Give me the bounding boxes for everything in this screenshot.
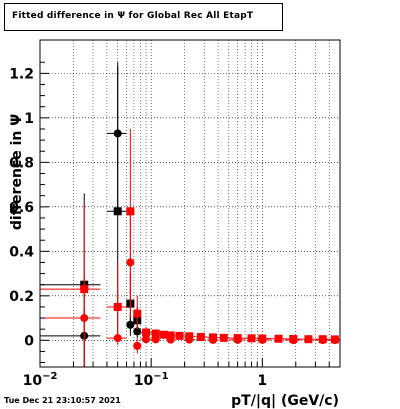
series-1: [40, 62, 142, 367]
data-point-square: [113, 207, 122, 216]
data-point-square: [159, 330, 168, 339]
data-point-circle: [233, 335, 242, 344]
data-point-square: [196, 332, 205, 341]
data-point-circle: [142, 335, 151, 344]
data-point-circle: [208, 335, 217, 344]
x-tick-label: 1: [257, 373, 267, 389]
series-3: [40, 206, 340, 367]
x-axis-label: pT/|q| (GeV/c): [231, 393, 339, 409]
y-tick-label: 0.4: [9, 244, 34, 260]
data-point-square: [219, 333, 228, 342]
data-point-circle: [80, 314, 89, 323]
y-axis-label: difference in Ψ: [9, 114, 25, 230]
x-tick-label: 10−1: [134, 371, 169, 389]
data-point-circle: [330, 336, 339, 345]
data-point-square: [247, 334, 256, 343]
data-point-square: [142, 328, 151, 337]
data-point-circle: [166, 335, 175, 344]
data-point-circle: [289, 336, 298, 345]
data-layer: [40, 62, 340, 367]
data-point-circle: [133, 341, 142, 350]
x-tick-label: 10−2: [23, 371, 58, 389]
y-tick-label: 1: [24, 111, 34, 127]
data-point-circle: [133, 327, 142, 336]
series-0: [40, 66, 142, 367]
data-point-circle: [126, 320, 135, 329]
data-point-square: [175, 331, 184, 340]
y-tick-label: 0: [24, 333, 34, 349]
data-point-circle: [318, 336, 327, 345]
data-point-square: [304, 335, 313, 344]
plot-frame: [39, 39, 341, 368]
series-2: [40, 128, 340, 367]
title-box: Fitted difference in Ψ for Global Rec Al…: [4, 3, 283, 31]
data-point-square: [151, 329, 160, 338]
data-point-circle: [185, 335, 194, 344]
data-point-circle: [258, 335, 267, 344]
timestamp: Tue Dec 21 23:10:57 2021: [4, 396, 121, 405]
data-point-circle: [113, 129, 122, 138]
data-point-square: [133, 309, 142, 318]
y-tick-label: 1.2: [9, 66, 34, 82]
grid-layer: [40, 40, 340, 367]
data-point-square: [274, 334, 283, 343]
chart-title: Fitted difference in Ψ for Global Rec Al…: [12, 11, 254, 21]
y-tick-label: 0.2: [9, 289, 34, 305]
data-point-circle: [151, 335, 160, 344]
data-point-circle: [113, 334, 122, 343]
y-tick-label: 0.6: [9, 200, 34, 216]
data-point-circle: [126, 258, 135, 267]
y-tick-label: 0.8: [9, 155, 34, 171]
data-point-square: [166, 331, 175, 340]
data-point-square: [113, 302, 122, 311]
